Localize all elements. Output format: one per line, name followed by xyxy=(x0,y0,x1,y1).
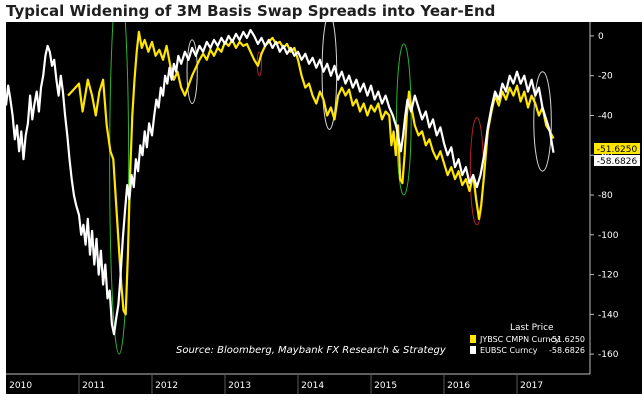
last-value-tag-jybsc-text: -51.6250 xyxy=(597,145,638,155)
source-annotation: Source: Bloomberg, Maybank FX Research &… xyxy=(176,345,447,356)
legend-title: Last Price xyxy=(510,323,554,333)
chart-title: Typical Widening of 3M Basis Swap Spread… xyxy=(6,2,496,20)
y-tick-label: -20 xyxy=(598,72,613,82)
plot-background xyxy=(6,22,590,374)
legend-swatch-eubsc xyxy=(470,346,476,354)
x-tick-label: 2014 xyxy=(301,381,324,391)
legend: Last Price JYBSC CMPN Curncy -51.6250 EU… xyxy=(470,323,585,355)
highlight-ellipse-5 xyxy=(396,43,412,196)
y-tick-label: -120 xyxy=(598,271,619,281)
x-tick-label: 2016 xyxy=(447,381,470,391)
y-tick-label: -140 xyxy=(598,310,619,320)
y-tick-label: -40 xyxy=(598,111,613,121)
last-value-tag-jybsc: -51.6250 xyxy=(594,143,640,155)
x-tick-label: 2011 xyxy=(82,381,105,391)
highlight-ellipse-7 xyxy=(533,71,552,172)
y-tick-label: -100 xyxy=(598,231,619,241)
legend-swatch-jybsc xyxy=(470,335,476,343)
highlight-ellipse-2 xyxy=(186,39,198,105)
legend-label-jybsc: JYBSC CMPN Curncy xyxy=(479,335,560,344)
series-line-jybsc xyxy=(67,30,555,316)
y-tick-label: 0 xyxy=(598,32,604,42)
y-axis-background xyxy=(590,22,642,394)
y-tick-label: -160 xyxy=(598,350,619,360)
series-line-eubsc xyxy=(4,28,555,336)
last-value-tag-eubsc: -58.6826 xyxy=(594,155,640,167)
chart: 0-20-40-60-80-100-120-140-160 2010201120… xyxy=(4,22,642,394)
y-axis-ticks: 0-20-40-60-80-100-120-140-160 xyxy=(590,32,619,360)
legend-label-eubsc: EUBSC Curncy xyxy=(480,346,538,355)
x-tick-label: 2010 xyxy=(9,381,32,391)
x-tick-label: 2017 xyxy=(520,381,543,391)
x-tick-label: 2013 xyxy=(228,381,251,391)
y-tick-label: -80 xyxy=(598,191,613,201)
highlight-ellipse-1 xyxy=(109,22,130,355)
series-lines xyxy=(4,28,555,336)
x-tick-label: 2015 xyxy=(374,381,397,391)
last-value-tag-eubsc-text: -58.6826 xyxy=(597,157,638,167)
legend-value-jybsc: -51.6250 xyxy=(549,335,585,344)
legend-value-eubsc: -58.6826 xyxy=(549,346,585,355)
x-tick-label: 2012 xyxy=(155,381,178,391)
x-axis-ticks: 2010 2011 2012 2013 2014 2015 2016 2017 xyxy=(9,374,543,394)
